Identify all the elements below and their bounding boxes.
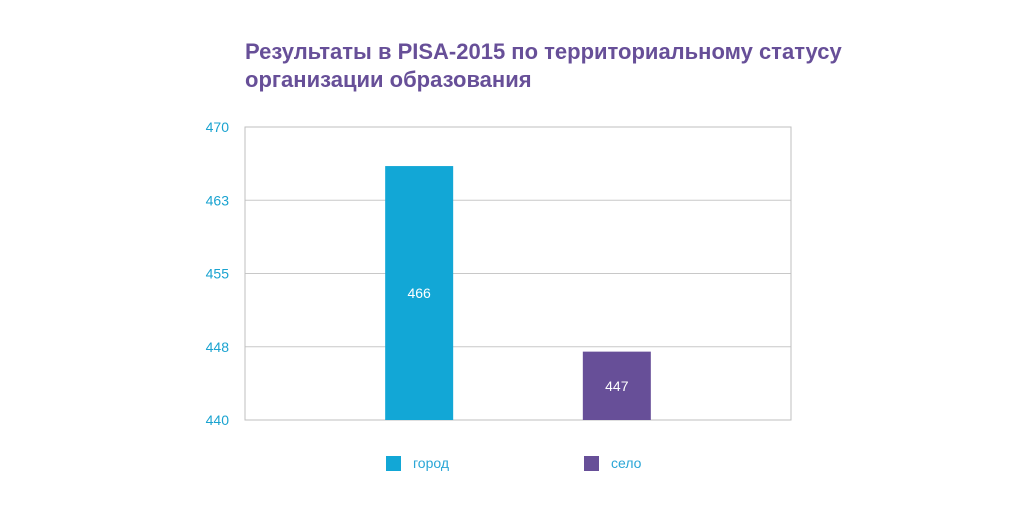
plot-frame xyxy=(244,126,792,421)
y-tick-label: 463 xyxy=(206,192,230,208)
legend-label: село xyxy=(611,455,642,471)
y-axis-ticks: 470 463 455 448 440 xyxy=(206,119,230,428)
chart-title: Результаты в PISA-2015 по территориально… xyxy=(245,38,842,94)
y-tick-label: 455 xyxy=(206,266,230,282)
bar-value-label: 447 xyxy=(605,378,629,394)
legend-swatch xyxy=(386,456,401,471)
bar-gorod xyxy=(385,166,454,420)
y-tick-label: 440 xyxy=(206,412,230,428)
legend-label: город xyxy=(413,455,449,471)
chart-title-line-2: организации образования xyxy=(245,67,532,92)
y-tick-label: 470 xyxy=(206,119,230,135)
bars: 466 447 xyxy=(385,166,651,420)
bar-selo xyxy=(582,351,651,420)
legend: город село xyxy=(386,455,642,471)
grid-lines xyxy=(245,199,791,348)
chart-title-line-1: Результаты в PISA-2015 по территориально… xyxy=(245,39,842,64)
legend-swatch xyxy=(584,456,599,471)
bar-value-label: 466 xyxy=(407,285,431,301)
y-tick-label: 448 xyxy=(206,339,230,355)
